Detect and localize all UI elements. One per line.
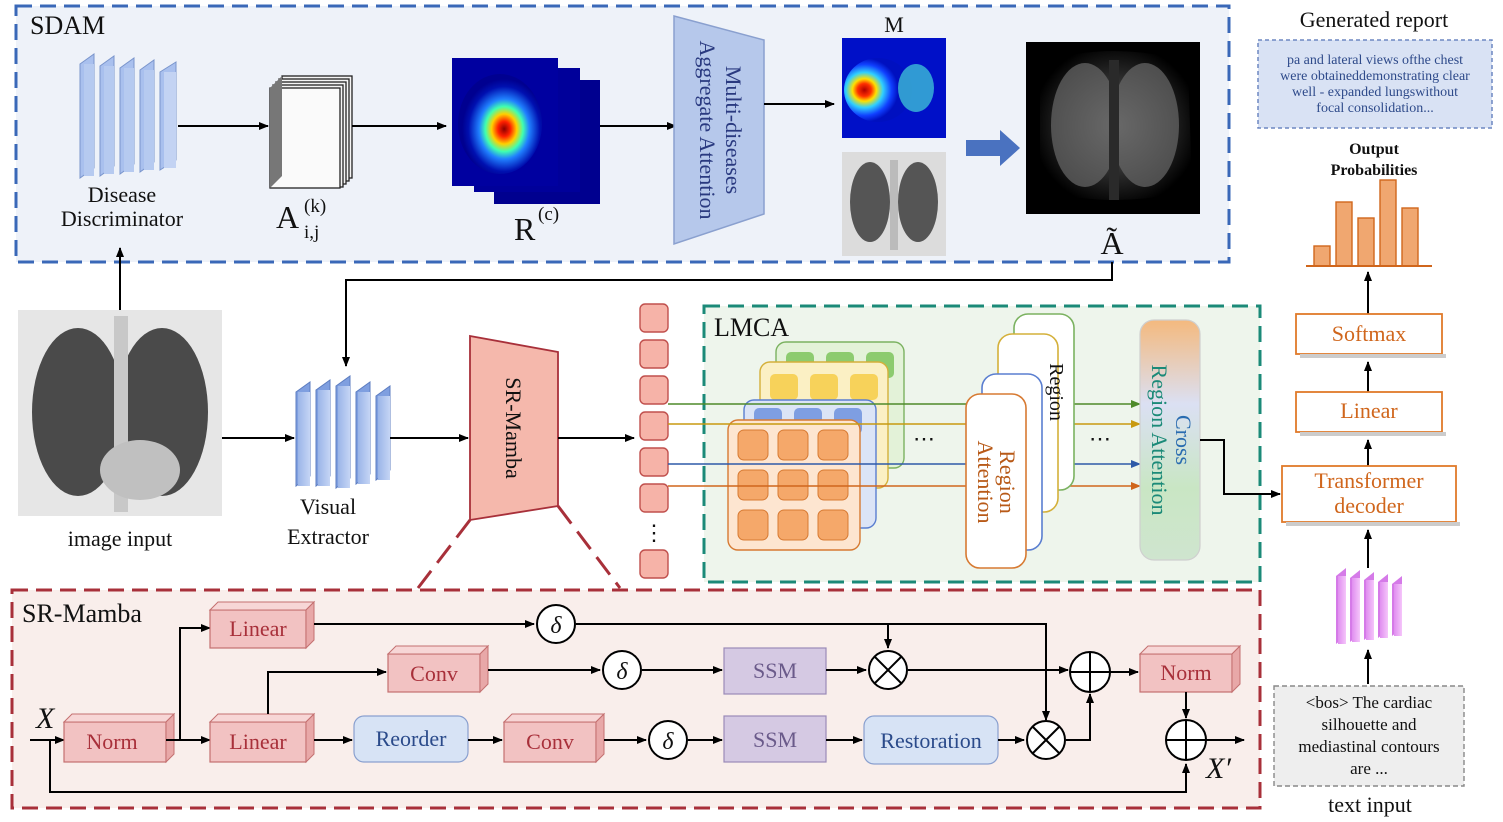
region-card-partial-label: Region (1045, 363, 1067, 421)
cross-label-2: Region Attention (1147, 365, 1172, 516)
x-input-symbol: X (35, 702, 56, 735)
decoder-label-1: Transformer (1314, 468, 1424, 493)
generated-report-box (1257, 39, 1493, 129)
linear-box (1295, 391, 1443, 433)
line-mult-lower-to-add (1066, 693, 1094, 741)
ve-label-1: Visual (300, 494, 356, 519)
ssm-upper-label: SSM (753, 658, 797, 683)
decoder-shadow (1286, 522, 1460, 526)
restoration-label: Restoration (880, 728, 981, 753)
funnel-line-right (556, 505, 622, 589)
lmca-dots-left: ⋯ (913, 426, 935, 451)
output-prob-label-1: Output (1349, 141, 1399, 158)
final-add-icon (1166, 720, 1206, 760)
report-line-2: were obtaineddemonstrating clear (1280, 69, 1470, 84)
lmca-title: LMCA (714, 313, 789, 342)
a-superscript: (k) (304, 196, 326, 217)
line-delta-top-to-mult2 (888, 623, 1050, 721)
token-column (639, 303, 669, 579)
xray-thumbnail (842, 152, 946, 256)
sr-mamba-panel (10, 588, 1262, 810)
agg-label-2: Aggregate Attention (695, 40, 720, 219)
linear-top-label: Linear (229, 616, 287, 641)
input-xray-image (18, 310, 222, 516)
line-norm-to-linear-top (166, 624, 211, 741)
line-linear-mid-to-conv-upper (267, 668, 387, 714)
a-tilde-symbol: Ã (1100, 225, 1123, 261)
add-icon (1070, 652, 1110, 692)
image-input-label: image input (68, 526, 172, 551)
conv-lower-label: Conv (526, 729, 574, 754)
text-input-line-3: mediastinal contours (1298, 737, 1439, 756)
region-attn-label-2: Attention (973, 440, 998, 523)
m-label: M (884, 12, 904, 37)
text-input-caption: text input (1328, 792, 1412, 817)
agg-label-1: Multi-diseases (721, 66, 746, 194)
norm-out-label: Norm (1160, 660, 1211, 685)
a-subscript: i,j (304, 222, 319, 243)
linear-label: Linear (1340, 398, 1398, 423)
ssm-lower-label: SSM (753, 727, 797, 752)
lmca-dots-right: ⋯ (1089, 426, 1111, 451)
softmax-label: Softmax (1332, 321, 1407, 346)
heatmap-stack (452, 58, 600, 204)
sdam-title: SDAM (30, 11, 105, 40)
masked-xray (1026, 42, 1200, 214)
sr-mamba-panel-title: SR-Mamba (22, 599, 142, 628)
text-input-line-4: are ... (1350, 759, 1388, 778)
r-symbol: R (514, 211, 536, 247)
cross-label-1: Cross (1171, 415, 1196, 465)
reorder-label: Reorder (376, 726, 448, 751)
delta-lower-node (648, 720, 688, 760)
delta-lower-label: δ (662, 729, 674, 755)
text-input-box (1273, 685, 1465, 787)
norm-in-label: Norm (86, 729, 137, 754)
linear-shadow (1300, 432, 1446, 436)
disease-discriminator-blocks (79, 53, 177, 179)
softmax-shadow (1300, 354, 1446, 358)
report-line-3: well - expanded lungswithout (1292, 85, 1458, 100)
report-line-4: focal consolidation... (1316, 101, 1433, 116)
report-line-1: pa and lateral views ofthe chest (1287, 53, 1463, 68)
feature-map-stack (269, 75, 353, 189)
delta-mid-node (602, 650, 642, 690)
multiply-upper-icon (874, 656, 902, 684)
linear-mid-label: Linear (229, 729, 287, 754)
residual-line (49, 740, 1190, 793)
text-input-line-1: <bos> The cardiac (1306, 693, 1433, 712)
text-embedding-blocks (1336, 568, 1402, 644)
softmax-box (1295, 313, 1443, 355)
decoder-label-2: decoder (1334, 493, 1404, 518)
ssm-upper-box (723, 647, 827, 695)
region-attn-label-1: Region (995, 450, 1020, 514)
visual-extractor-blocks (295, 375, 391, 489)
probability-bars (1306, 179, 1432, 267)
sr-mamba-label: SR-Mamba (501, 377, 526, 479)
a-symbol: A (276, 199, 299, 235)
disc-label-1: Disease (88, 182, 156, 207)
conv-lower-box (503, 721, 597, 763)
delta-mid-label: δ (616, 659, 628, 685)
aggregate-attention-block (673, 15, 765, 246)
region-card-orange (965, 393, 1027, 569)
x-output-symbol: X′ (1205, 752, 1231, 785)
delta-top-label: δ (550, 613, 562, 639)
delta-top-node (536, 604, 576, 644)
funnel-line-left (416, 519, 472, 589)
token-dots: ⋮ (643, 520, 665, 545)
text-input-line-2: silhouette and (1322, 715, 1417, 734)
block-arrow (966, 130, 1020, 166)
arrow-atilde-to-ve (342, 262, 1113, 367)
generated-report-title: Generated report (1300, 7, 1448, 32)
conv-upper-label: Conv (410, 661, 458, 686)
ve-label-2: Extractor (287, 524, 370, 549)
multiply-lower-icon (1032, 726, 1060, 754)
disc-label-2: Discriminator (61, 206, 184, 231)
norm-in-box (63, 721, 167, 763)
region-grid-orange (727, 419, 861, 551)
output-prob-label-2: Probabilities (1331, 162, 1418, 179)
r-superscript: (c) (538, 204, 559, 225)
arrow-cross-to-decoder (1200, 439, 1281, 498)
